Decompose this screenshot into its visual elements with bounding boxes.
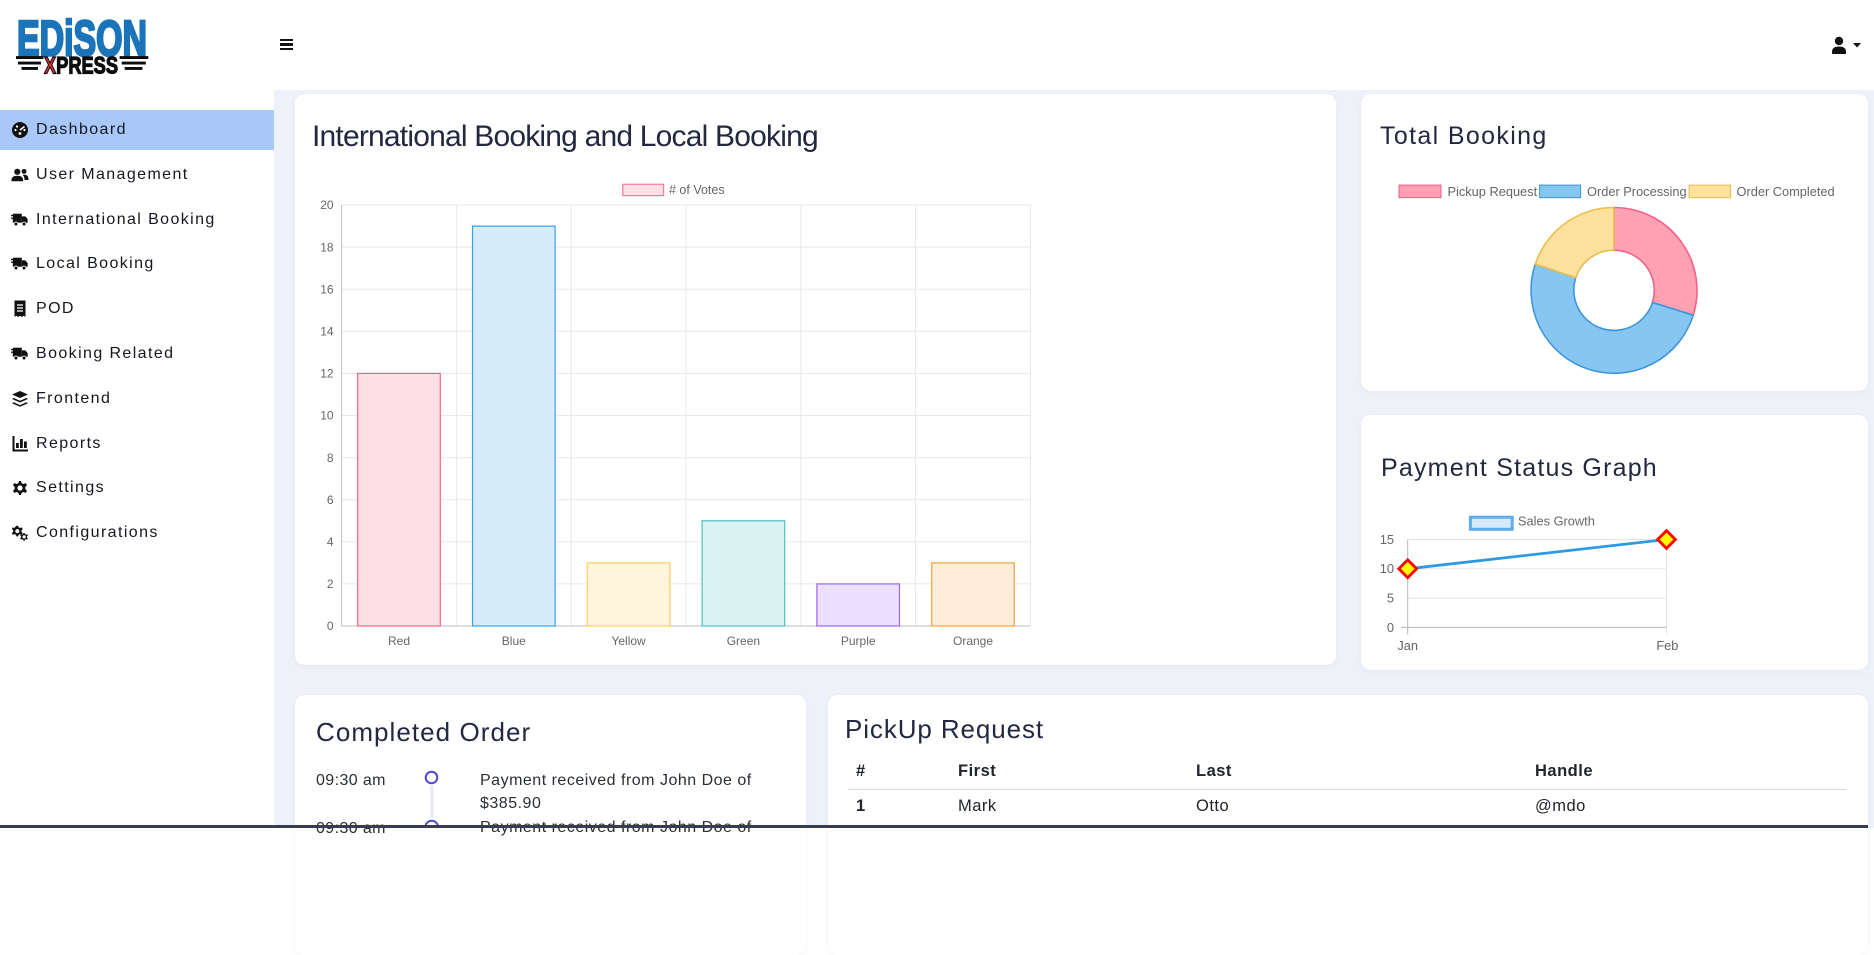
svg-text:Feb: Feb <box>1656 638 1678 653</box>
svg-text:Orange: Orange <box>953 634 993 648</box>
svg-text:20: 20 <box>320 198 334 212</box>
svg-text:12: 12 <box>320 367 334 381</box>
svg-text:Purple: Purple <box>841 634 876 648</box>
svg-text:18: 18 <box>320 240 334 254</box>
svg-text:5: 5 <box>1387 591 1394 606</box>
svg-text:0: 0 <box>1387 620 1394 635</box>
svg-text:10: 10 <box>320 409 334 423</box>
svg-text:6: 6 <box>327 493 334 507</box>
svg-text:4: 4 <box>327 535 334 549</box>
svg-text:Jan: Jan <box>1397 638 1418 653</box>
svg-text:Yellow: Yellow <box>611 634 646 648</box>
svg-text:Red: Red <box>388 634 410 648</box>
svg-text:# of Votes: # of Votes <box>669 183 725 197</box>
svg-text:Pickup Request: Pickup Request <box>1448 184 1538 199</box>
svg-text:16: 16 <box>320 282 334 296</box>
svg-text:2: 2 <box>327 577 334 591</box>
svg-text:15: 15 <box>1380 532 1394 547</box>
svg-text:10: 10 <box>1380 561 1394 576</box>
svg-text:Green: Green <box>727 634 760 648</box>
svg-text:0: 0 <box>327 619 334 633</box>
svg-text:Order Processing: Order Processing <box>1587 184 1687 199</box>
svg-text:Order Completed: Order Completed <box>1737 184 1835 199</box>
svg-text:Blue: Blue <box>502 634 526 648</box>
svg-text:8: 8 <box>327 451 334 465</box>
svg-text:Sales Growth: Sales Growth <box>1518 514 1595 529</box>
svg-text:XPRESS: XPRESS <box>44 53 118 77</box>
svg-text:14: 14 <box>320 325 334 339</box>
